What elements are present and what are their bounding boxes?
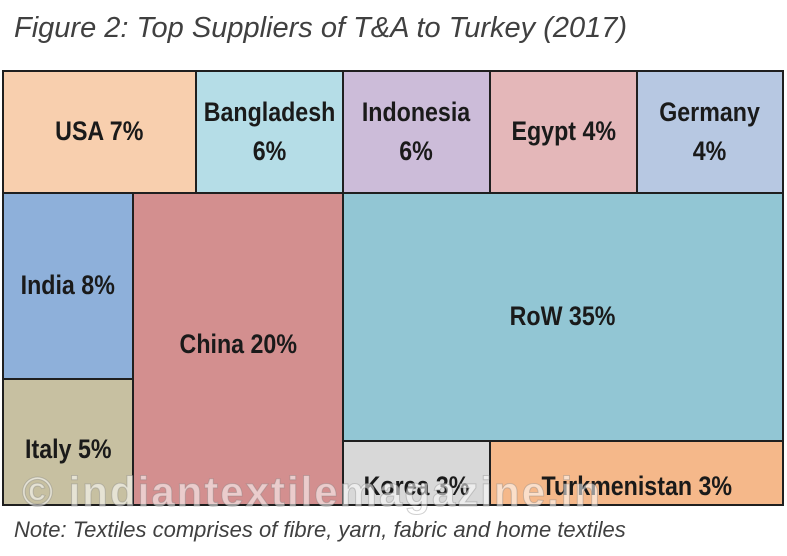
treemap-cell-egypt: Egypt 4% [489, 70, 638, 194]
treemap-cell-germany: Germany 4% [636, 70, 784, 194]
treemap-cell-usa: USA 7% [2, 70, 197, 194]
treemap-cell-italy: Italy 5% [2, 378, 134, 506]
treemap-label-korea: Korea 3% [363, 471, 470, 502]
treemap-label-germany: Germany 4% [659, 96, 761, 166]
treemap-label-india: India 8% [20, 270, 116, 301]
treemap-cell-indonesia: Indonesia 6% [342, 70, 491, 194]
treemap-label-egypt: Egypt 4% [511, 116, 616, 147]
treemap-cell-china: China 20% [132, 192, 344, 506]
treemap-label-indonesia: Indonesia 6% [362, 96, 471, 166]
treemap-label-china: China 20% [179, 329, 297, 360]
treemap-label-row: RoW 35% [510, 301, 616, 332]
treemap-label-italy: Italy 5% [24, 434, 112, 465]
chart-title: Figure 2: Top Suppliers of T&A to Turkey… [14, 12, 628, 44]
treemap-label-bangladesh: Bangladesh 6% [203, 96, 336, 166]
treemap-cell-korea: Korea 3% [342, 440, 491, 506]
treemap-label-turkmenistan: Turkmenistan 3% [541, 471, 732, 502]
treemap-cell-row: RoW 35% [342, 192, 784, 442]
chart-note: Note: Textiles comprises of fibre, yarn,… [14, 517, 626, 542]
treemap-cell-india: India 8% [2, 192, 134, 380]
treemap-label-usa: USA 7% [55, 116, 144, 147]
treemap-cell-turkmenistan: Turkmenistan 3% [489, 440, 784, 506]
treemap-cell-bangladesh: Bangladesh 6% [195, 70, 344, 194]
